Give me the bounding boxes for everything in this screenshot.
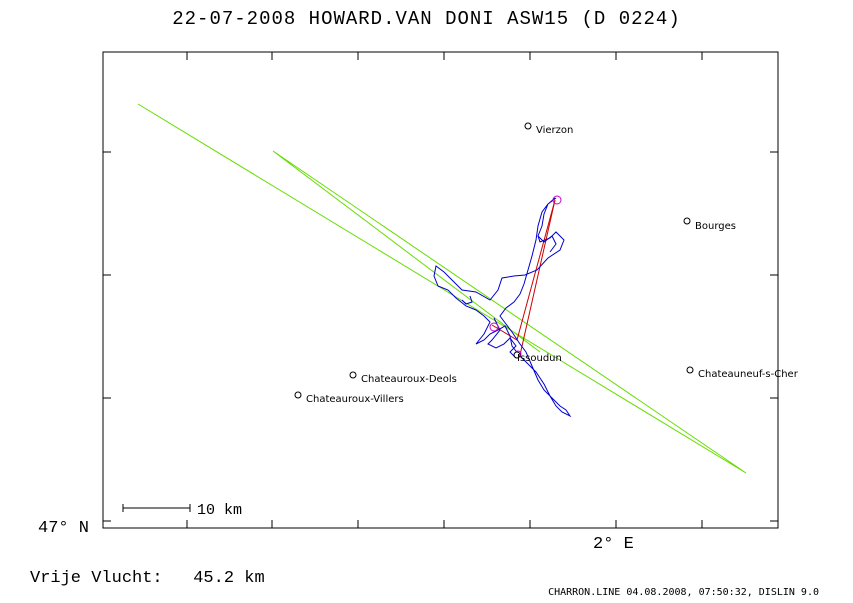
place-chateauroux-villers: Chateauroux-Villers [294,391,404,405]
place-label: Issoudun [517,353,562,364]
map-frame [102,51,779,529]
place-label: Chateauroux-Villers [306,394,404,405]
free-flight-value: 45.2 km [193,569,265,588]
credits: CHARRON.LINE 04.08.2008, 07:50:32, DISLI… [548,587,819,598]
place-chateauroux-deols: Chateauroux-Deols [349,371,457,385]
map-title: 22-07-2008 HOWARD.VAN DONI ASW15 (D 0224… [172,8,681,30]
airspace-lines [137,103,747,474]
flight-track [433,197,572,418]
task-lines [491,199,556,356]
place-label: Chateauroux-Deols [361,374,457,385]
place-label: Bourges [695,221,736,232]
lon-axis-label: 2° E [593,535,634,554]
place-label: Chateauneuf-s-Cher [698,369,799,380]
place-vierzon: Vierzon [524,122,573,136]
axis-ticks [103,52,778,528]
scale-bar [122,504,191,512]
place-label: Vierzon [536,125,573,136]
place-issoudun: Issoudun [513,351,562,364]
place-chateauneuf: Chateauneuf-s-Cher [686,366,799,380]
free-flight-distance: Vrije Vlucht: 45.2 km [30,569,265,588]
free-flight-label: Vrije Vlucht: [30,569,163,588]
scale-bar-label: 10 km [197,502,242,519]
place-bourges: Bourges [683,217,736,232]
lat-axis-label: 47° N [38,519,89,538]
